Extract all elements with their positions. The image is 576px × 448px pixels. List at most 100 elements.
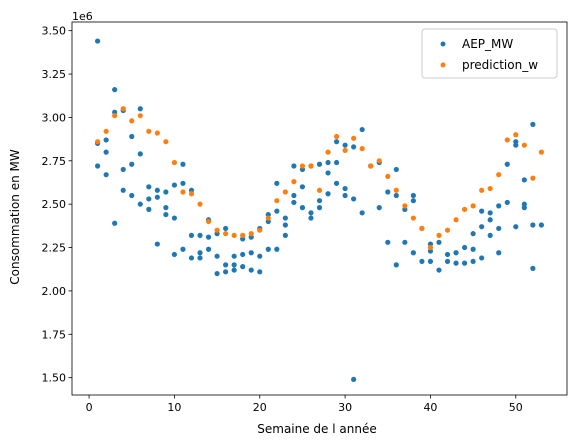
y-tick-label-0: 1.50 <box>42 372 67 385</box>
data-point-aep-85 <box>333 159 340 166</box>
data-point-prediction-35 <box>393 187 399 193</box>
y-tick-label-5: 2.75 <box>42 155 67 168</box>
data-point-aep-83 <box>325 191 331 197</box>
data-point-aep-113 <box>436 239 442 245</box>
data-point-prediction-12 <box>197 201 203 207</box>
x-tick-label-5: 50 <box>509 401 523 414</box>
data-point-aep-121 <box>470 231 476 237</box>
y-tick-label-6: 3.00 <box>42 111 67 124</box>
data-point-aep-130 <box>496 203 502 209</box>
data-point-aep-78 <box>316 161 323 167</box>
data-point-aep-30 <box>180 161 186 167</box>
data-point-aep-29 <box>171 251 178 258</box>
data-point-aep-52 <box>240 251 246 258</box>
data-point-aep-84 <box>333 139 340 145</box>
data-point-aep-94 <box>359 210 365 216</box>
data-point-aep-62 <box>265 246 271 252</box>
data-point-aep-59 <box>257 269 263 275</box>
data-point-aep-115 <box>444 251 451 258</box>
data-point-aep-45 <box>223 225 229 232</box>
data-point-aep-125 <box>479 224 485 230</box>
data-point-aep-82 <box>325 170 331 176</box>
data-point-aep-104 <box>402 239 408 245</box>
data-point-aep-14 <box>129 192 135 199</box>
data-point-prediction-33 <box>376 158 382 164</box>
data-point-prediction-15 <box>223 231 229 237</box>
data-point-prediction-9 <box>171 159 178 166</box>
data-point-aep-64 <box>274 208 280 214</box>
data-point-aep-127 <box>487 210 493 216</box>
data-point-aep-70 <box>291 192 297 199</box>
data-point-aep-5 <box>103 172 109 178</box>
legend-label-prediction: prediction_w <box>462 58 538 72</box>
data-point-aep-144 <box>538 222 545 228</box>
data-point-prediction-45 <box>479 187 485 193</box>
data-point-aep-8 <box>112 220 118 226</box>
data-point-aep-109 <box>419 258 425 265</box>
data-point-prediction-11 <box>188 191 195 197</box>
data-point-aep-123 <box>470 258 476 265</box>
data-point-aep-13 <box>129 161 135 167</box>
data-point-aep-53 <box>240 264 246 270</box>
data-point-aep-140 <box>521 205 527 211</box>
data-point-prediction-17 <box>240 232 246 238</box>
x-tick-label-1: 10 <box>167 401 181 414</box>
data-point-aep-88 <box>342 185 348 192</box>
data-point-aep-19 <box>146 196 152 202</box>
data-point-aep-31 <box>180 180 186 186</box>
data-point-aep-65 <box>274 246 280 252</box>
data-point-aep-41 <box>205 246 212 252</box>
legend: AEP_MW prediction_w <box>421 28 558 79</box>
data-point-aep-55 <box>248 250 254 256</box>
data-point-prediction-52 <box>538 149 545 155</box>
data-point-prediction-3 <box>120 106 126 112</box>
data-point-prediction-31 <box>359 146 365 152</box>
data-point-aep-80 <box>316 205 323 211</box>
data-point-aep-116 <box>444 258 451 265</box>
data-point-aep-91 <box>351 196 357 202</box>
x-tick-label-4: 40 <box>423 401 437 414</box>
data-point-aep-18 <box>146 184 152 190</box>
data-point-prediction-30 <box>351 135 357 141</box>
data-point-aep-132 <box>496 250 502 256</box>
legend-marker-prediction <box>440 62 446 68</box>
data-point-aep-138 <box>521 177 527 183</box>
data-point-aep-141 <box>530 121 536 127</box>
data-point-prediction-49 <box>513 132 519 138</box>
data-point-aep-102 <box>393 262 399 268</box>
data-point-aep-17 <box>137 201 143 207</box>
data-point-prediction-32 <box>368 163 374 169</box>
data-point-aep-119 <box>461 244 468 251</box>
data-point-aep-101 <box>393 192 399 199</box>
data-point-aep-36 <box>197 232 203 238</box>
data-point-aep-15 <box>137 106 143 112</box>
y-tick-label-1: 1.75 <box>42 328 67 341</box>
data-point-prediction-4 <box>129 118 135 124</box>
data-point-aep-86 <box>333 180 340 186</box>
axes-frame <box>71 21 568 396</box>
data-point-aep-50 <box>231 267 237 273</box>
data-point-aep-73 <box>299 184 306 190</box>
data-point-aep-98 <box>385 189 391 195</box>
data-point-aep-143 <box>530 265 536 271</box>
data-point-prediction-36 <box>402 203 408 209</box>
data-point-aep-117 <box>453 250 459 256</box>
plot-area <box>95 38 545 382</box>
x-tick-label-0: 0 <box>86 401 93 414</box>
data-point-prediction-1 <box>103 128 109 134</box>
data-point-aep-6 <box>112 87 118 93</box>
data-point-aep-44 <box>214 270 220 277</box>
data-point-prediction-42 <box>453 217 459 223</box>
x-tick-label-3: 30 <box>338 401 352 414</box>
data-point-aep-74 <box>299 205 306 211</box>
data-point-aep-37 <box>197 250 203 256</box>
data-point-aep-93 <box>359 126 365 133</box>
data-point-aep-46 <box>223 262 229 268</box>
data-point-aep-35 <box>188 255 195 261</box>
data-point-aep-43 <box>214 253 220 259</box>
data-point-prediction-2 <box>112 113 118 119</box>
data-point-aep-133 <box>504 161 510 167</box>
data-point-aep-89 <box>342 192 348 199</box>
data-point-prediction-50 <box>521 142 527 148</box>
data-point-aep-97 <box>376 205 382 211</box>
